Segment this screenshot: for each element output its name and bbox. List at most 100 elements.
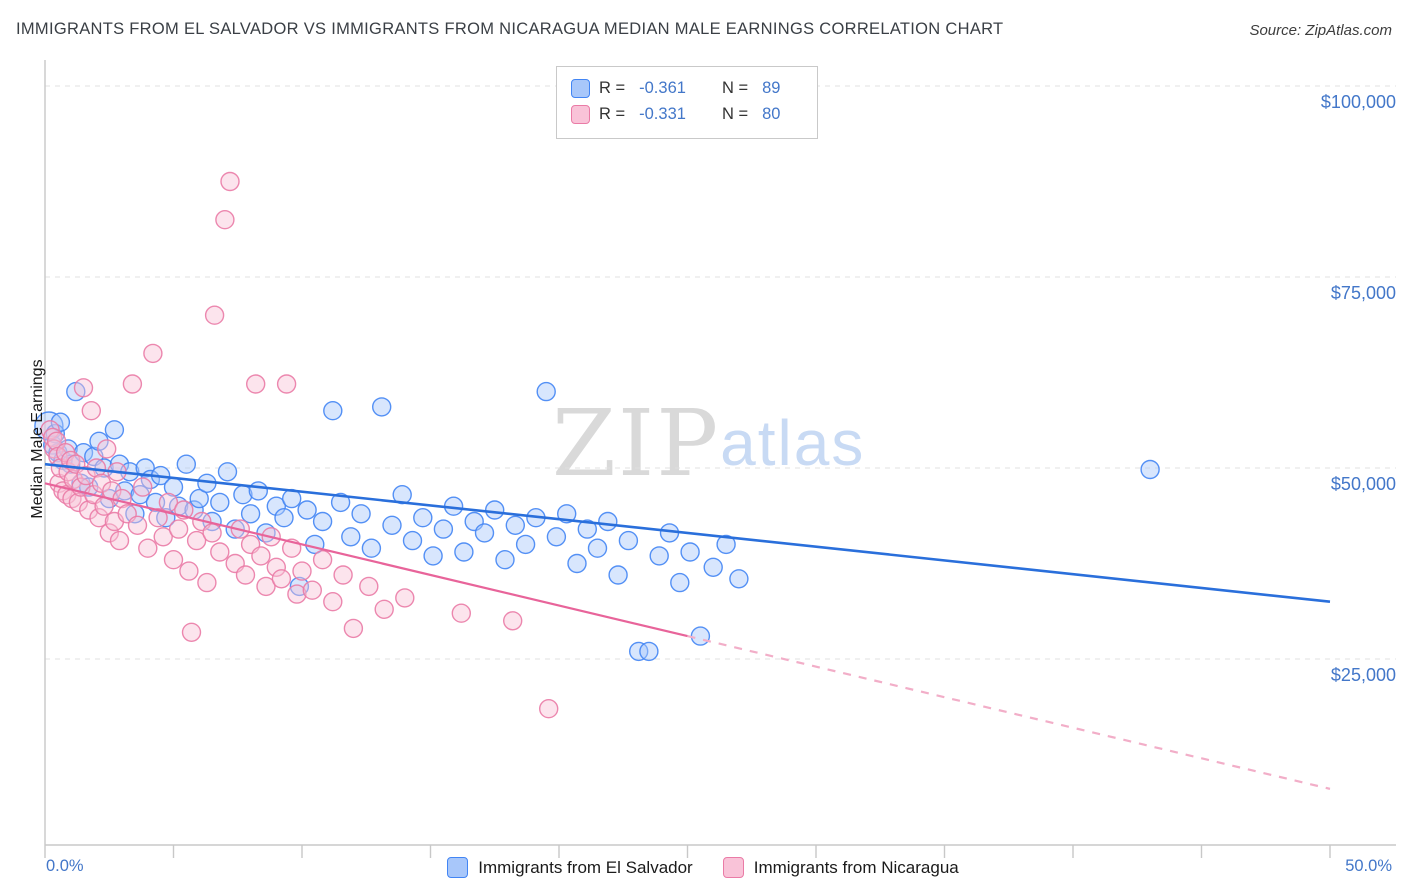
- legend-label-nicaragua: Immigrants from Nicaragua: [753, 857, 959, 877]
- data-point: [372, 397, 392, 417]
- data-point: [302, 580, 322, 600]
- data-point: [122, 374, 143, 394]
- data-point: [256, 576, 276, 597]
- x-axis-min-label: 0.0%: [46, 857, 84, 875]
- n-value: 80: [762, 105, 781, 123]
- n-label: N =: [721, 79, 749, 97]
- data-point: [179, 561, 199, 581]
- data-point: [312, 511, 333, 532]
- data-point: [96, 439, 117, 459]
- y-tick-label: $100,000: [1321, 92, 1396, 112]
- data-point: [220, 171, 240, 192]
- legend-row-nicaragua: R = -0.331 N = 80: [571, 105, 803, 124]
- data-point: [333, 565, 353, 585]
- data-point: [382, 515, 402, 535]
- x-axis-max-label: 50.0%: [1345, 857, 1392, 875]
- data-point: [395, 588, 415, 608]
- data-point: [251, 546, 271, 566]
- data-point: [274, 508, 294, 528]
- watermark-zip: ZIP: [552, 390, 721, 497]
- data-point: [271, 569, 292, 589]
- data-point: [451, 603, 471, 623]
- data-point: [158, 492, 179, 513]
- data-point: [266, 496, 286, 516]
- data-point: [670, 572, 690, 593]
- data-point: [297, 500, 317, 520]
- data-point: [402, 530, 423, 551]
- data-point: [181, 622, 202, 642]
- data-point: [577, 519, 597, 539]
- data-point: [40, 420, 60, 440]
- data-point: [210, 542, 230, 562]
- data-point: [649, 546, 669, 566]
- data-point: [361, 538, 382, 558]
- data-point: [312, 550, 333, 570]
- n-label: N =: [721, 105, 749, 123]
- data-point: [546, 527, 567, 547]
- data-point: [248, 481, 268, 501]
- data-point: [323, 401, 343, 421]
- trend-line: [44, 462, 1331, 603]
- data-point: [495, 550, 515, 570]
- trend-line: [44, 482, 688, 638]
- zipatlas-watermark: ZIPatlas: [552, 398, 865, 490]
- data-point: [276, 374, 297, 394]
- data-point: [89, 508, 109, 528]
- data-point: [433, 519, 454, 539]
- data-point: [240, 504, 261, 524]
- correlation-legend-box: R = -0.361 N = 89 R = -0.331 N = 80: [556, 66, 818, 139]
- data-point: [143, 343, 163, 364]
- page-title: IMMIGRANTS FROM EL SALVADOR VS IMMIGRANT…: [16, 20, 1004, 38]
- y-tick-label: $25,000: [1331, 665, 1396, 685]
- data-point: [703, 557, 723, 577]
- data-point: [176, 454, 197, 474]
- data-point: [539, 699, 559, 719]
- data-point: [515, 534, 536, 555]
- data-point: [78, 500, 99, 520]
- data-point: [680, 542, 700, 562]
- data-point: [618, 530, 639, 551]
- r-value: -0.361: [639, 79, 686, 97]
- y-tick-label: $75,000: [1331, 283, 1396, 303]
- data-point: [189, 488, 209, 509]
- data-point: [343, 618, 364, 639]
- data-point: [690, 626, 711, 646]
- data-point: [168, 519, 189, 539]
- nicaragua-swatch-icon: [571, 105, 590, 124]
- legend-item-el-salvador: Immigrants from El Salvador: [447, 857, 693, 878]
- data-point: [104, 420, 125, 440]
- data-point: [130, 485, 150, 505]
- data-point: [197, 572, 217, 593]
- data-point: [76, 465, 96, 486]
- data-point: [235, 565, 256, 585]
- data-point: [323, 592, 343, 612]
- legend-item-nicaragua: Immigrants from Nicaragua: [722, 857, 959, 878]
- r-label: R =: [599, 79, 626, 97]
- data-point: [374, 599, 394, 619]
- data-point: [81, 401, 102, 421]
- data-point: [127, 515, 148, 535]
- data-point: [474, 523, 495, 543]
- data-point: [567, 553, 587, 574]
- data-point: [454, 542, 474, 562]
- data-point: [50, 412, 71, 432]
- data-point: [89, 431, 109, 451]
- data-point: [153, 527, 173, 547]
- data-point: [215, 209, 235, 230]
- el-salvador-swatch-icon: [447, 857, 469, 878]
- data-point: [287, 584, 307, 604]
- data-point: [1140, 459, 1160, 480]
- trend-line: [687, 635, 1331, 790]
- data-point: [608, 565, 628, 585]
- data-point: [204, 305, 225, 325]
- data-point: [135, 458, 155, 478]
- data-point: [341, 527, 361, 547]
- data-point: [413, 508, 433, 528]
- data-point: [68, 492, 89, 513]
- data-point: [629, 641, 649, 662]
- legend-label-el-salvador: Immigrants from El Salvador: [478, 857, 693, 877]
- data-point: [639, 641, 659, 662]
- data-point: [186, 530, 207, 551]
- data-point: [351, 504, 371, 524]
- data-point: [210, 492, 230, 513]
